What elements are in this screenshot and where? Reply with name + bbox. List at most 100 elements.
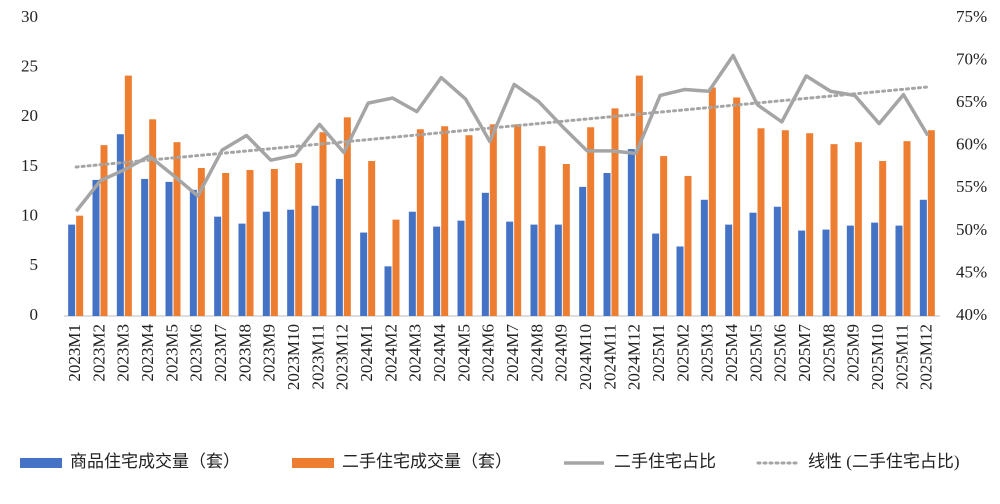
bar: [652, 233, 660, 316]
bar: [392, 219, 400, 316]
bar: [335, 178, 343, 316]
bar: [708, 87, 716, 317]
bar: [676, 246, 684, 316]
bar: [919, 199, 927, 316]
bar: [433, 226, 441, 316]
legend-label: 二手住宅占比: [614, 452, 716, 471]
x-tick-label: 2025M9: [844, 324, 863, 382]
x-tick-label: 2025M4: [722, 324, 741, 382]
bar: [441, 126, 449, 316]
y-tick-label: 25: [21, 57, 38, 76]
x-tick-label: 2023M11: [308, 324, 327, 390]
bar: [489, 124, 497, 316]
bar: [173, 142, 181, 316]
bar: [197, 167, 205, 316]
bar: [343, 117, 351, 316]
bar: [124, 75, 132, 316]
y-tick-label: 5: [30, 255, 39, 274]
bar: [660, 156, 668, 316]
bar: [116, 134, 124, 316]
x-tick-label: 2023M9: [260, 324, 279, 382]
bar: [68, 224, 76, 316]
legend-label: 二手住宅成交量（套）: [342, 452, 512, 471]
bar: [238, 223, 246, 316]
bar: [408, 211, 416, 316]
legend-swatch: [20, 458, 62, 468]
legend-swatch: [292, 458, 334, 468]
x-tick-label: 2024M12: [625, 324, 644, 390]
bar: [465, 135, 473, 316]
bar: [562, 164, 570, 316]
legend-label: 商品住宅成交量（套）: [70, 452, 240, 471]
bar: [733, 97, 741, 316]
bar: [538, 146, 546, 316]
bar: [189, 189, 197, 316]
x-tick-label: 2023M6: [187, 324, 206, 382]
y-tick-label: 15: [21, 156, 38, 175]
bar: [627, 149, 635, 316]
x-tick-label: 2024M5: [454, 324, 473, 382]
y2-tick-label: 50%: [956, 220, 987, 239]
bar: [871, 222, 879, 316]
x-tick-label: 2023M7: [211, 324, 230, 382]
x-tick-label: 2024M8: [527, 324, 546, 382]
x-tick-label: 2023M3: [114, 324, 133, 382]
bar: [757, 128, 765, 316]
bar: [214, 216, 222, 316]
bar: [587, 127, 595, 317]
bar: [295, 163, 303, 316]
x-tick-label: 2025M12: [917, 324, 936, 390]
x-tick-label: 2023M5: [162, 324, 181, 382]
bar: [806, 133, 814, 316]
bar: [457, 220, 465, 316]
x-tick-label: 2025M10: [868, 324, 887, 390]
x-tick-label: 2025M3: [698, 324, 717, 382]
bar: [287, 209, 295, 316]
bar: [530, 224, 538, 316]
bar: [384, 266, 392, 316]
x-tick-label: 2025M11: [892, 324, 911, 390]
legend-label: 线性 (二手住宅占比): [808, 452, 960, 471]
bar: [76, 215, 84, 316]
x-tick-label: 2024M11: [600, 324, 619, 390]
bar: [903, 141, 911, 316]
y-tick-label: 20: [21, 106, 38, 125]
bar: [749, 212, 757, 316]
bar: [416, 129, 424, 316]
bar: [141, 178, 149, 316]
x-tick-label: 2024M6: [479, 324, 498, 382]
bar: [92, 179, 100, 316]
x-tick-label: 2024M3: [406, 324, 425, 382]
bar: [603, 172, 611, 316]
x-tick-label: 2025M1: [649, 324, 668, 382]
y2-tick-label: 70%: [956, 49, 987, 68]
x-tick-label: 2025M7: [795, 324, 814, 382]
y-tick-label: 0: [30, 305, 39, 324]
bar: [319, 132, 327, 316]
bar: [262, 211, 270, 316]
y-tick-label: 30: [21, 7, 38, 26]
x-tick-label: 2023M10: [284, 324, 303, 390]
y2-tick-label: 75%: [956, 7, 987, 26]
bar: [895, 225, 903, 316]
bar: [927, 130, 935, 316]
bar: [830, 144, 838, 316]
bar: [222, 172, 230, 316]
x-tick-label: 2024M4: [430, 324, 449, 382]
x-tick-label: 2024M2: [381, 324, 400, 382]
bar: [311, 205, 319, 316]
bar: [725, 224, 733, 316]
y2-tick-label: 60%: [956, 135, 987, 154]
bar: [635, 75, 643, 316]
y2-tick-label: 65%: [956, 92, 987, 111]
bar: [846, 225, 854, 316]
bar: [822, 229, 830, 316]
x-tick-label: 2025M6: [771, 324, 790, 382]
x-tick-label: 2023M8: [235, 324, 254, 382]
line: [74, 85, 930, 169]
bar: [781, 130, 789, 316]
x-tick-label: 2023M4: [138, 324, 157, 382]
bar: [854, 142, 862, 316]
line: [74, 53, 930, 213]
